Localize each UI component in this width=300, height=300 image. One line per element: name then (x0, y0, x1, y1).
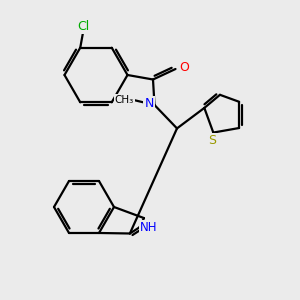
Text: NH: NH (140, 221, 157, 234)
Text: S: S (208, 134, 216, 147)
Text: N: N (144, 97, 154, 110)
Text: CH₃: CH₃ (115, 94, 134, 105)
Text: Cl: Cl (77, 20, 89, 33)
Text: O: O (179, 61, 189, 74)
